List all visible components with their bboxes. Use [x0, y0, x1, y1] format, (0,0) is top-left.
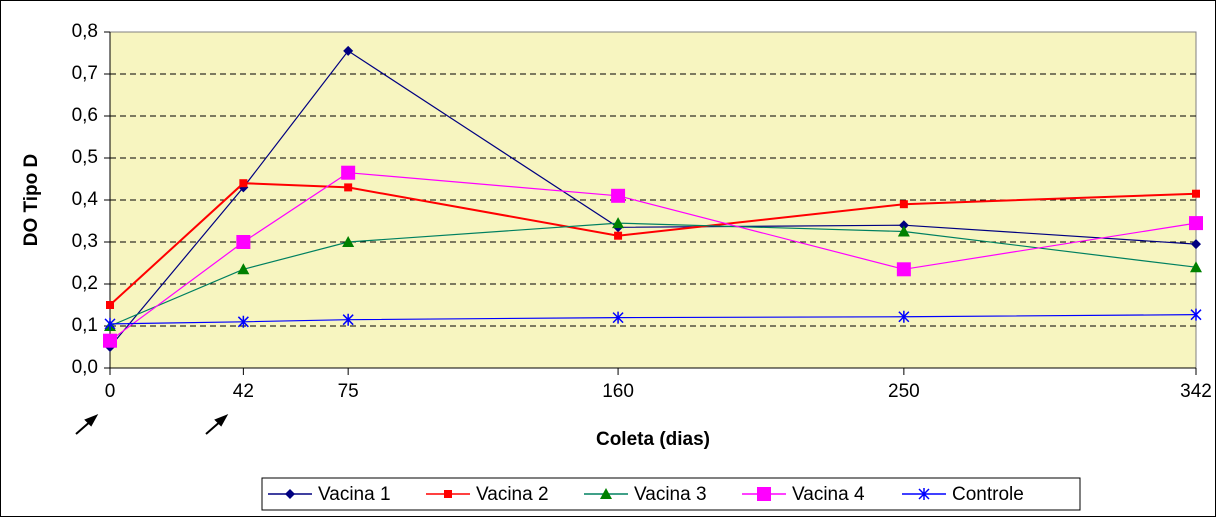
marker	[341, 165, 356, 180]
x-tick-label: 342	[1180, 381, 1212, 402]
marker	[611, 188, 626, 203]
marker	[104, 317, 116, 330]
series-line	[109, 314, 1197, 325]
marker	[1189, 216, 1203, 231]
marker	[1190, 308, 1202, 321]
marker	[899, 200, 908, 209]
marker	[239, 179, 248, 188]
x-tick-label: 42	[233, 381, 254, 402]
x-tick-label: 250	[888, 381, 920, 402]
legend-marker	[285, 489, 295, 499]
marker	[1191, 239, 1201, 250]
marker	[342, 313, 354, 326]
legend-label: Controle	[952, 484, 1024, 505]
y-tick-label: 0,7	[72, 63, 98, 84]
y-tick-label: 0,6	[72, 105, 98, 126]
marker	[343, 45, 354, 56]
marker	[106, 301, 114, 309]
marker	[898, 220, 909, 231]
y-tick-label: 0,1	[72, 315, 98, 336]
marker	[342, 236, 355, 247]
series-line	[109, 50, 1197, 348]
legend-label: Vacina 4	[792, 484, 865, 505]
x-axis-title: Coleta (dias)	[596, 429, 710, 450]
y-tick-label: 0,3	[72, 231, 98, 252]
legend-marker	[757, 487, 771, 501]
y-tick-label: 0,2	[72, 273, 98, 294]
series-line	[109, 172, 1197, 342]
y-tick-label: 0,4	[72, 189, 99, 210]
legend-label: Vacina 3	[634, 484, 707, 505]
marker	[1192, 189, 1200, 198]
x-tick-label: 75	[338, 381, 359, 402]
y-tick-label: 0,8	[72, 21, 98, 42]
y-axis-title: DO Tipo D	[21, 154, 42, 247]
y-tick-label: 0,5	[72, 147, 98, 168]
y-tick-label: 0,0	[72, 357, 98, 378]
marker	[236, 235, 251, 249]
marker	[897, 225, 910, 237]
legend-marker	[600, 488, 612, 499]
legend-label: Vacina 1	[318, 484, 391, 505]
legend-marker	[444, 490, 452, 498]
series-line	[109, 182, 1197, 306]
start-arrows	[75, 414, 229, 435]
marker	[896, 262, 911, 277]
marker	[612, 311, 624, 324]
x-tick-label: 160	[602, 381, 634, 402]
marker	[344, 183, 353, 192]
marker	[103, 333, 117, 348]
x-tick-label: 0	[105, 381, 116, 402]
marker	[1190, 261, 1202, 273]
marker	[898, 310, 910, 323]
marker	[237, 263, 250, 275]
legend: Vacina 1 Vacina 2 Vacina 3 Vacina 4 Controle	[261, 477, 1081, 511]
marker	[614, 231, 623, 240]
legend-label: Vacina 2	[476, 484, 549, 505]
marker	[612, 217, 625, 229]
series-line	[109, 222, 1197, 327]
marker	[237, 315, 249, 328]
legend-marker	[918, 488, 930, 500]
